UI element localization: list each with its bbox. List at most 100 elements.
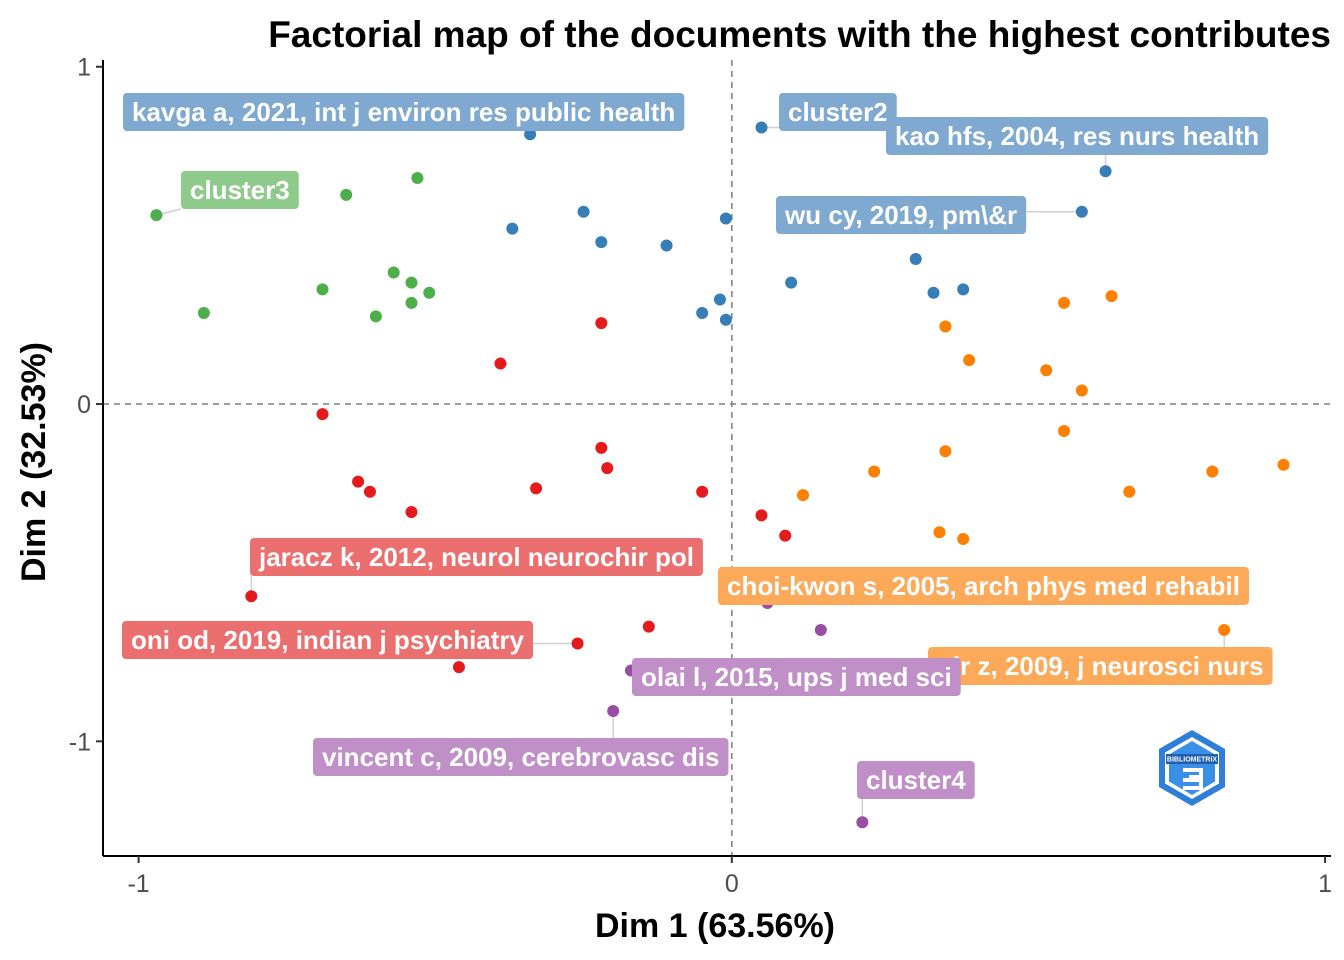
data-point-cluster5 [939,320,952,333]
reference-lines [103,60,1331,856]
data-point-cluster2 [713,293,726,306]
data-label-box [313,738,729,776]
data-point-cluster1 [779,529,792,542]
data-point-cluster2 [755,121,768,134]
data-point-cluster3 [340,188,353,201]
data-label-box [181,171,299,209]
data-labels: kavga a, 2021, int j environ res public … [122,93,1273,799]
data-point-cluster2 [719,313,732,326]
data-label-cluster2: wu cy, 2019, pm\&r [776,196,1027,234]
data-point-cluster1 [530,482,543,495]
data-point-cluster5 [1277,458,1290,471]
data-point-cluster3 [150,209,163,222]
data-point-cluster5 [1058,296,1071,309]
data-point-cluster3 [405,296,418,309]
data-point-cluster1 [494,357,507,370]
data-point-cluster5 [1123,485,1136,498]
data-point-cluster1 [755,509,768,522]
x-tick-label: 0 [725,870,739,898]
data-label-cluster4: cluster4 [857,761,975,799]
y-axis-title: Dim 2 (32.53%) [15,342,53,582]
data-label-text: jaracz k, 2012, neurol neurochir pol [258,542,694,572]
data-label-text: olai l, 2015, ups j med sci [641,662,952,692]
data-point-cluster2 [577,205,590,218]
data-point-cluster2 [1075,205,1088,218]
data-label-box [776,196,1027,234]
data-label-box [857,761,975,799]
data-point-cluster5 [957,532,970,545]
x-axis-title: Dim 1 (63.56%) [595,907,835,945]
data-point-cluster3 [369,310,382,323]
data-point-cluster1 [595,317,608,330]
data-label-box [122,621,533,659]
data-label-text: wu cy, 2019, pm\&r [784,200,1017,230]
data-label-box [779,93,897,131]
data-label-text: cluster4 [866,765,966,795]
data-point-cluster1 [363,485,376,498]
y-tick-label: 1 [77,54,91,82]
data-point-cluster2 [696,306,709,319]
logo-banner [1166,754,1218,764]
data-label-cluster2: cluster2 [779,93,897,131]
data-label-box [632,658,961,696]
data-point-cluster5 [939,445,952,458]
data-point-cluster1 [452,661,465,674]
data-point-cluster2 [660,239,673,252]
data-point-cluster5 [1105,290,1118,303]
data-point-cluster3 [405,276,418,289]
data-point-cluster5 [1206,465,1219,478]
logo-glyph [1183,768,1203,790]
y-tick-label: 0 [77,391,91,419]
data-label-box [123,93,685,131]
data-label-cluster5: choi-kwon s, 2005, arch phys med rehabil [718,567,1249,605]
data-point-cluster1 [352,475,365,488]
chart-title: Factorial map of the documents with the … [268,14,1331,55]
data-point-cluster5 [1058,425,1071,438]
label-leader-lines [156,126,1225,823]
data-point-cluster2 [927,286,940,299]
data-point-cluster1 [571,637,584,650]
data-points [150,121,1290,829]
data-point-cluster2 [595,236,608,249]
data-point-cluster2 [909,253,922,265]
data-label-cluster1: jaracz k, 2012, neurol neurochir pol [250,538,703,576]
data-point-cluster2 [957,283,970,296]
data-point-cluster2 [524,128,537,141]
data-point-cluster4 [607,704,620,717]
data-label-text: kavga a, 2021, int j environ res public … [132,97,675,127]
data-point-cluster5 [868,465,881,478]
data-point-cluster4 [856,816,869,829]
data-point-cluster5 [1040,364,1053,377]
data-label-cluster4: vincent c, 2009, cerebrovasc dis [313,738,729,776]
data-point-cluster1 [316,408,329,421]
data-point-cluster5 [963,354,976,367]
data-point-cluster3 [411,172,424,185]
data-point-cluster3 [197,306,210,319]
data-label-box [886,117,1269,155]
data-point-cluster1 [642,620,655,633]
data-point-cluster2 [506,222,519,235]
x-tick-label: -1 [127,870,149,898]
data-label-cluster1: oni od, 2019, indian j psychiatry [122,621,533,659]
data-label-cluster5: nir z, 2009, j neurosci nurs [928,647,1273,685]
data-label-cluster2: kao hfs, 2004, res nurs health [886,117,1269,155]
data-point-cluster4 [814,624,827,637]
data-point-cluster1 [405,505,418,518]
data-label-text: cluster2 [788,97,888,127]
data-point-cluster1 [595,441,608,454]
data-label-cluster3: cluster3 [181,171,299,209]
data-point-cluster2 [719,212,732,225]
data-label-text: choi-kwon s, 2005, arch phys med rehabil [727,571,1240,601]
x-tick-label: 1 [1318,870,1332,898]
y-tick-label: -1 [69,728,91,756]
data-point-cluster3 [316,283,329,296]
data-label-text: nir z, 2009, j neurosci nurs [937,651,1264,681]
data-label-text: kao hfs, 2004, res nurs health [895,121,1259,151]
data-point-cluster2 [1099,165,1112,178]
data-point-cluster2 [785,276,798,289]
data-point-cluster1 [601,462,614,475]
data-point-cluster5 [933,526,946,539]
data-point-cluster5 [1075,384,1088,397]
data-label-text: cluster3 [190,175,290,205]
